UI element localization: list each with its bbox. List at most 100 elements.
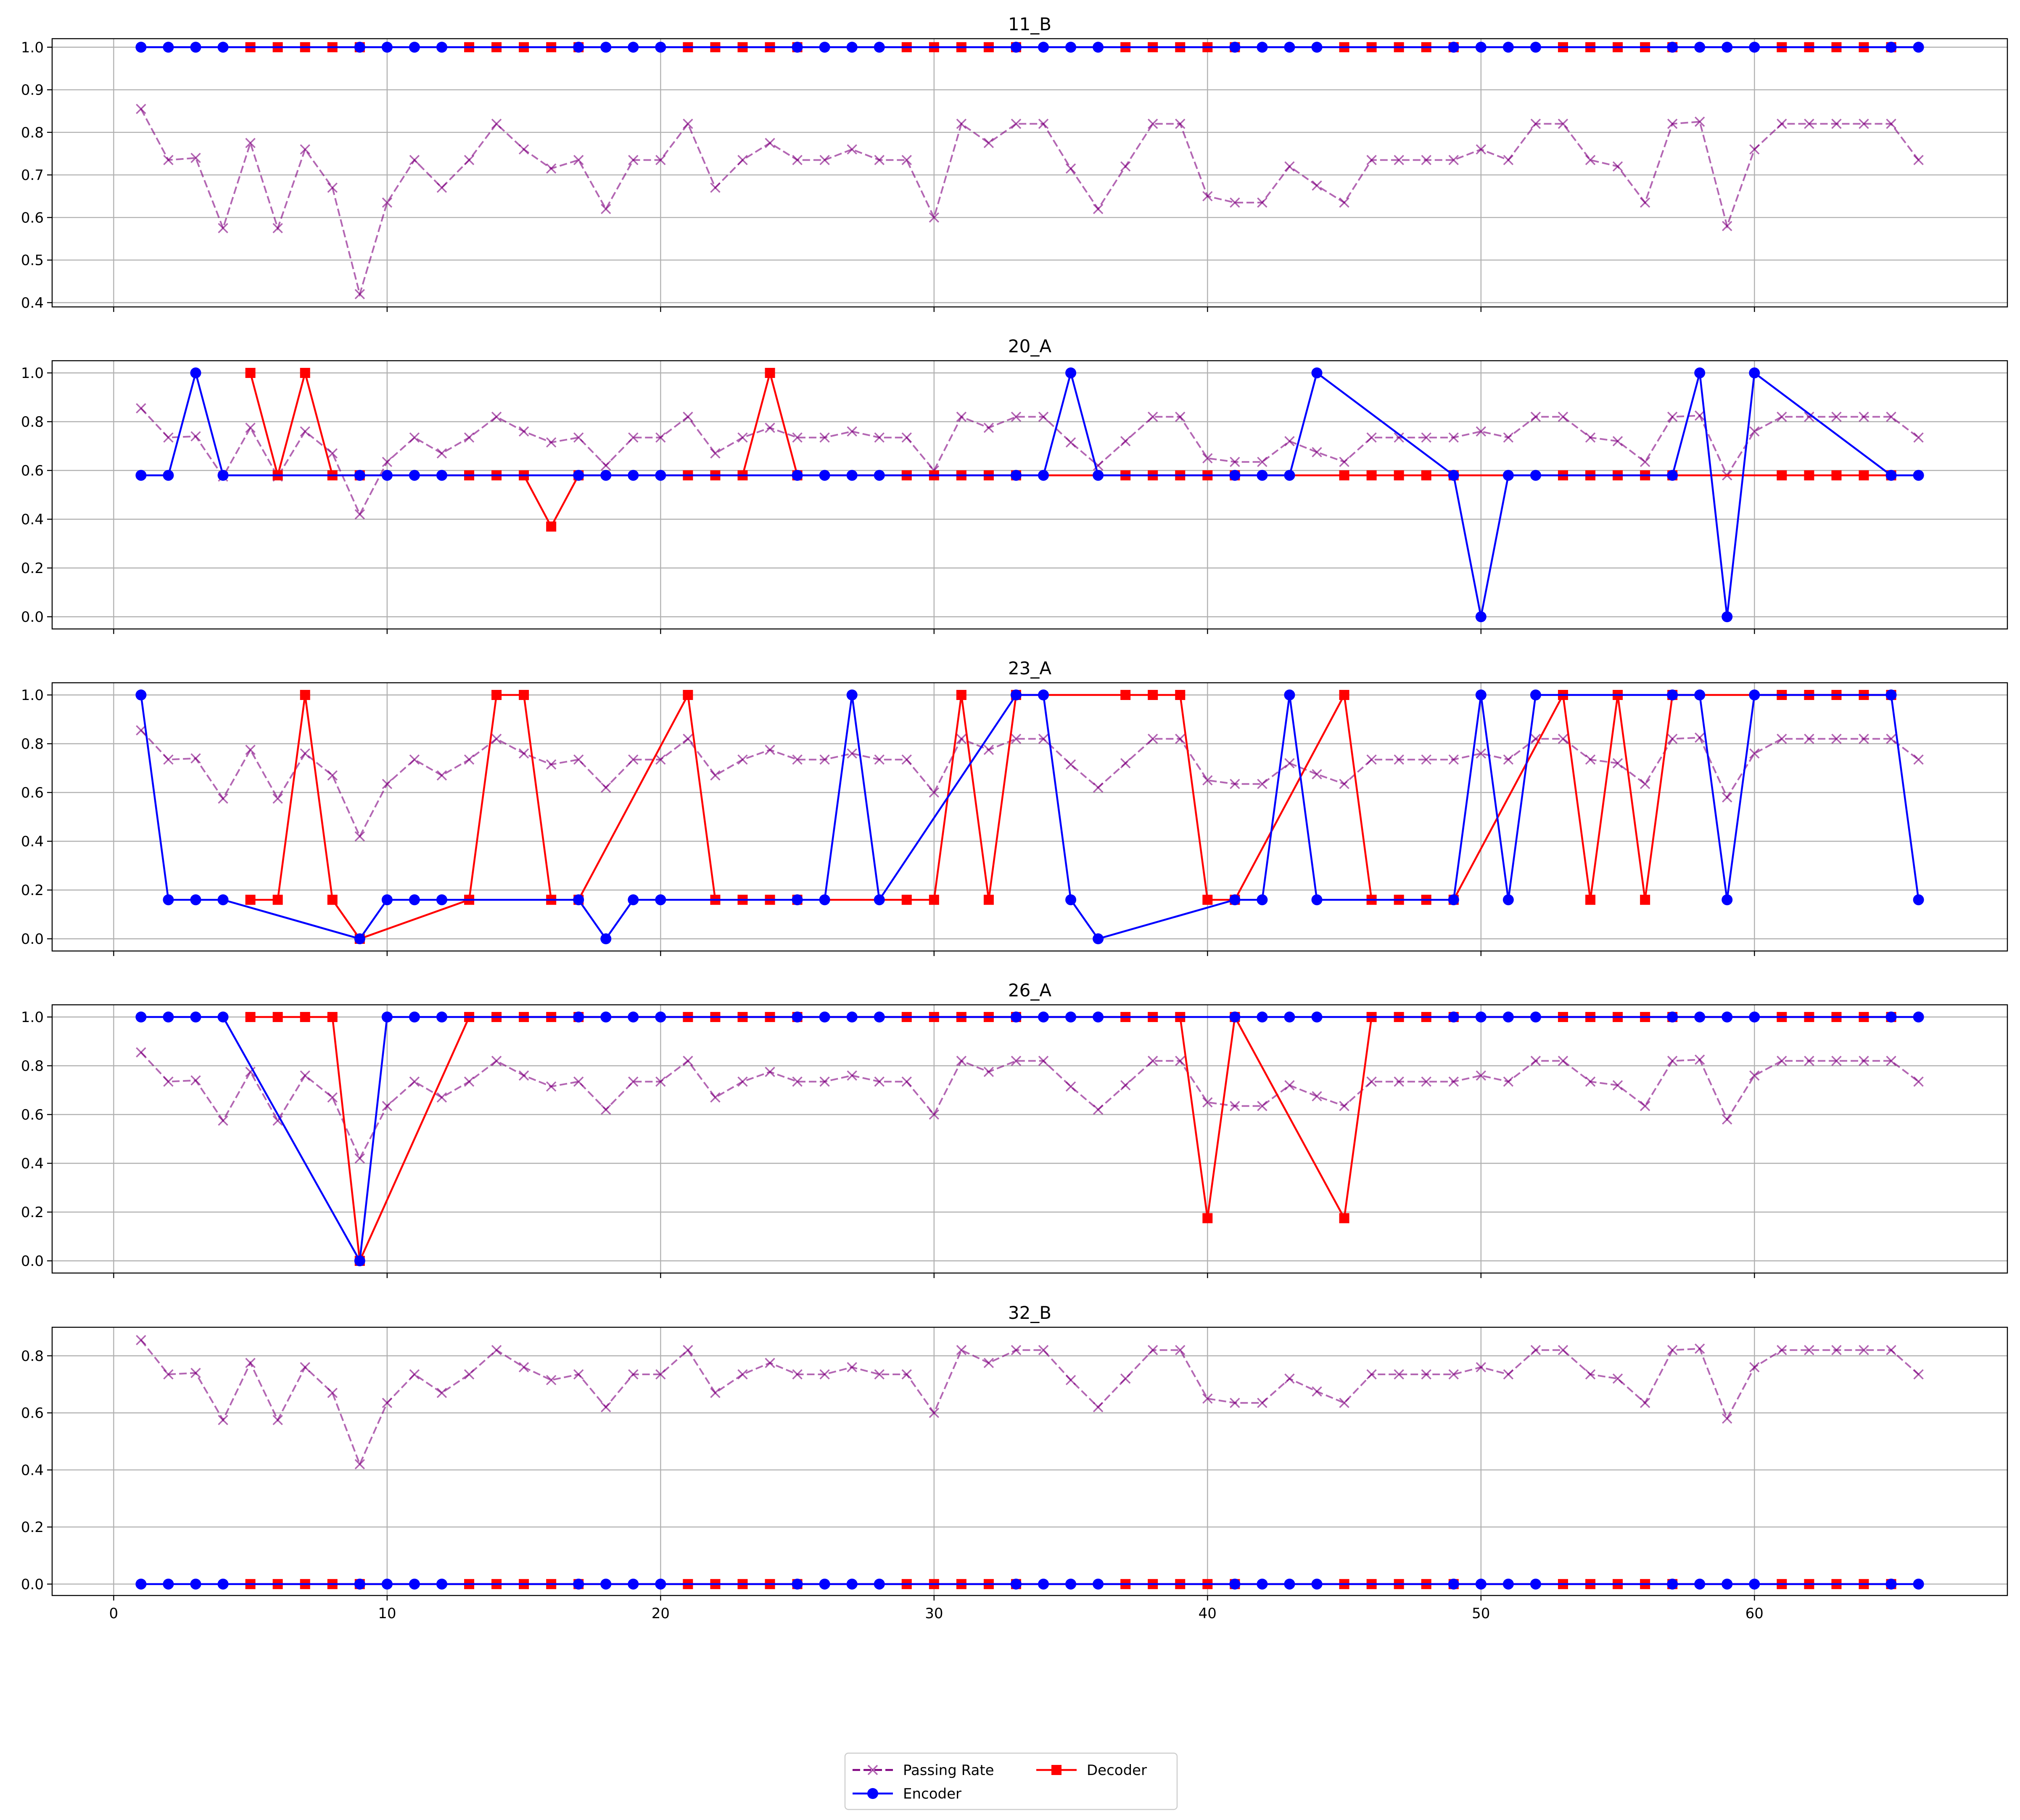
decoder-point: [1366, 470, 1377, 481]
encoder-point: [819, 1012, 830, 1022]
passing-rate-point: [683, 734, 693, 744]
encoder-point: [1530, 1578, 1541, 1590]
passing-rate-point: [573, 754, 584, 765]
passing-rate-point: [683, 1345, 693, 1355]
passing-rate-point: [1312, 180, 1322, 191]
encoder-point: [1749, 42, 1760, 53]
passing-rate-point: [1175, 412, 1186, 422]
passing-rate-point: [1366, 1369, 1377, 1380]
passing-rate-point: [1667, 119, 1678, 129]
passing-rate-point: [1202, 1393, 1213, 1404]
axes-frame: [51, 360, 2008, 630]
passing-rate-point: [1284, 161, 1295, 172]
encoder-point: [1885, 689, 1897, 700]
passing-rate-point: [1585, 1369, 1596, 1380]
encoder-point: [1038, 42, 1049, 53]
passing-rate-point: [765, 137, 775, 148]
passing-rate-point: [847, 1362, 857, 1373]
passing-rate-point: [1722, 221, 1732, 231]
passing-rate-point: [1503, 754, 1514, 765]
passing-rate-point: [901, 754, 912, 765]
passing-rate-point: [546, 1081, 557, 1092]
passing-rate-point: [1640, 457, 1650, 467]
passing-rate-point: [1722, 792, 1732, 803]
passing-rate-point: [1011, 1345, 1022, 1355]
encoder-point: [1722, 1578, 1733, 1590]
passing-rate-point: [1859, 1056, 1869, 1066]
series-group: [135, 1335, 1924, 1590]
decoder-point: [327, 1012, 338, 1022]
passing-rate-point: [1749, 426, 1760, 437]
passing-rate-point: [1421, 1369, 1431, 1380]
passing-rate-point: [1120, 1080, 1131, 1091]
passing-rate-point: [1831, 734, 1842, 744]
passing-rate-point: [1530, 412, 1541, 422]
passing-rate-point: [1503, 155, 1514, 165]
encoder-point: [354, 42, 365, 53]
encoder-point: [1229, 894, 1241, 906]
series-group: [135, 42, 1924, 299]
passing-rate-point: [1913, 432, 1924, 443]
passing-rate-point: [1913, 1369, 1924, 1380]
encoder-point: [1065, 894, 1077, 906]
passing-rate-point: [655, 754, 666, 765]
encoder-point: [1913, 470, 1924, 481]
encoder-point: [1229, 42, 1241, 53]
encoder-point: [1065, 42, 1077, 53]
encoder-point: [190, 367, 201, 378]
encoder-point: [217, 894, 229, 906]
passing-rate-point: [136, 103, 146, 114]
passing-rate-point: [327, 770, 338, 781]
passing-rate-point: [1257, 1397, 1267, 1408]
passing-rate-point: [901, 1369, 912, 1380]
encoder-point: [217, 1012, 229, 1022]
passing-rate-point: [1065, 163, 1076, 174]
passing-rate-point: [655, 432, 666, 443]
encoder-point: [1448, 42, 1459, 53]
encoder-point: [874, 1012, 885, 1022]
decoder-point: [1120, 690, 1131, 700]
passing-rate-point: [1585, 754, 1596, 765]
passing-rate-point: [819, 1076, 830, 1087]
passing-rate-point: [1312, 1091, 1322, 1102]
y-tick-label: 0.0: [21, 931, 44, 948]
passing-rate-point: [1230, 457, 1240, 467]
x-tick-label: 0: [109, 1605, 119, 1622]
encoder-point: [135, 470, 147, 481]
passing-rate-point: [983, 1358, 994, 1368]
encoder-point: [1010, 1578, 1022, 1590]
encoder-point: [600, 1012, 612, 1022]
passing-rate-point: [218, 1415, 228, 1425]
passing-rate-point: [1777, 119, 1787, 129]
passing-rate-line: [140, 407, 1919, 516]
passing-rate-point: [1284, 1080, 1295, 1091]
passing-rate-point: [683, 1056, 693, 1066]
encoder-point: [1284, 689, 1295, 700]
passing-rate-point: [1366, 432, 1377, 443]
passing-rate-point: [546, 163, 557, 174]
passing-rate-point: [1093, 1402, 1104, 1413]
encoder-point: [792, 1578, 803, 1590]
passing-rate-point: [1859, 119, 1869, 129]
passing-rate-point: [464, 155, 475, 165]
legend-label: Decoder: [1087, 1762, 1147, 1779]
encoder-point: [628, 470, 639, 481]
y-tick-label: 0.2: [21, 1519, 44, 1536]
passing-rate-point: [1777, 1345, 1787, 1355]
encoder-point: [163, 1578, 174, 1590]
encoder-line: [141, 369, 1919, 617]
encoder-point: [1065, 1012, 1077, 1022]
axes-frame: [51, 1326, 2008, 1596]
encoder-point: [163, 42, 174, 53]
decoder-point: [546, 521, 557, 532]
encoder-point: [573, 1012, 584, 1022]
passing-rate-point: [1859, 1345, 1869, 1355]
encoder-point: [1257, 470, 1268, 481]
encoder-point: [1311, 1578, 1323, 1590]
passing-rate-point: [546, 759, 557, 770]
encoder-point: [628, 894, 639, 906]
passing-rate-point: [1476, 1070, 1487, 1081]
passing-rate-point: [1612, 1080, 1623, 1091]
passing-rate-point: [136, 1335, 146, 1345]
decoder-point: [765, 368, 775, 378]
